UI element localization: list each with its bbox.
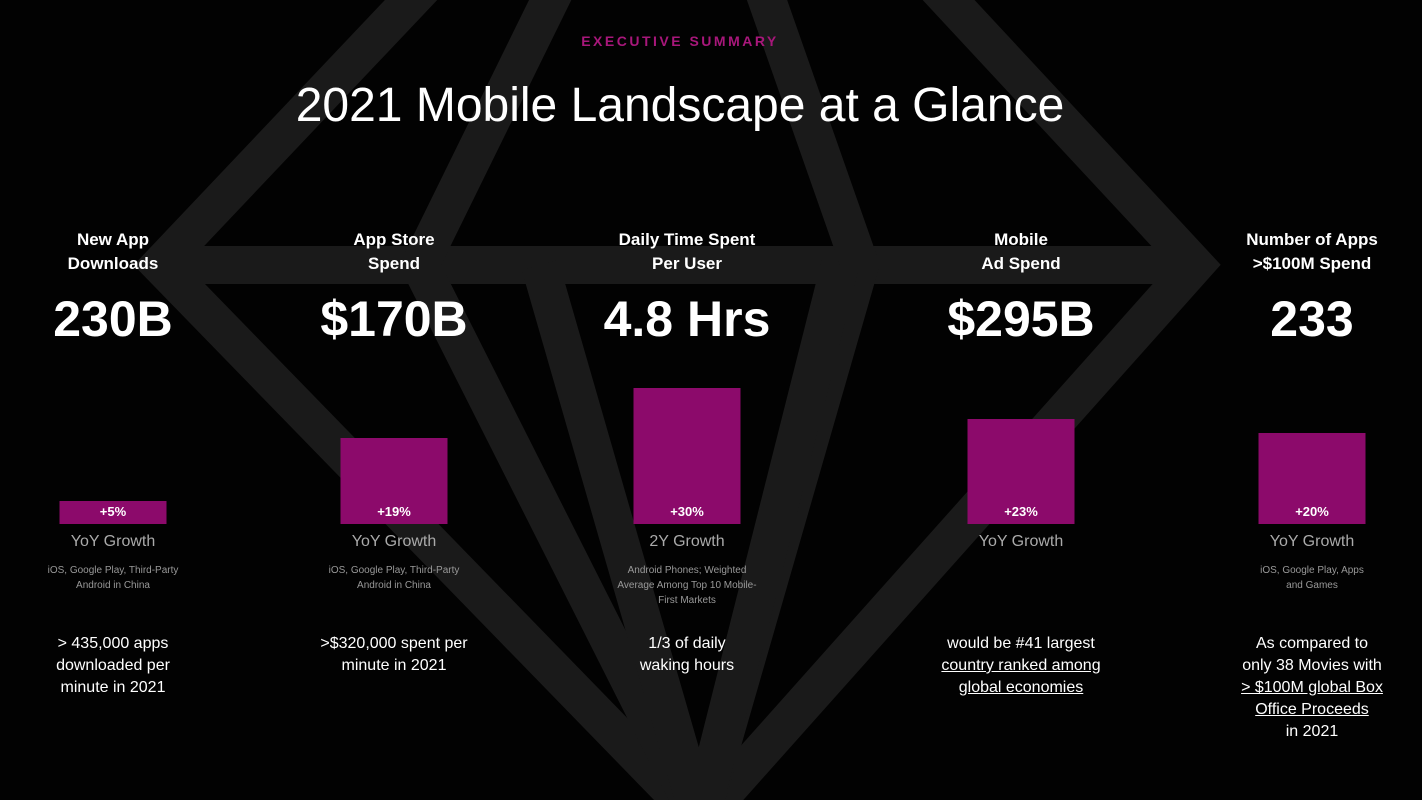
growth-label: 2Y Growth: [649, 533, 725, 550]
metric-heading: App Store Spend: [269, 228, 519, 276]
growth-label: YoY Growth: [351, 533, 437, 550]
source-note: Android in China: [76, 580, 150, 591]
growth-value: +23%: [1004, 504, 1038, 519]
detail-line: minute in 2021: [341, 657, 447, 674]
kicker: EXECUTIVE SUMMARY: [581, 33, 779, 49]
metric-card: New App Downloads 230B +5% YoY Growth iOS…: [0, 228, 238, 699]
heading-line: Ad Spend: [981, 254, 1061, 273]
growth-label: YoY Growth: [70, 533, 156, 550]
growth-bar: +30%: [633, 387, 741, 524]
metric-card: Number of Apps >$100M Spend 233 +20% YoY …: [1187, 228, 1422, 743]
growth-value: +19%: [377, 504, 411, 519]
growth-bar: +19%: [340, 437, 448, 524]
heading-line: App Store: [353, 230, 435, 249]
metric-value: 4.8 Hrs: [603, 291, 771, 347]
detail-line: would be #41 largest: [947, 635, 1095, 652]
detail-line: As compared to: [1255, 635, 1369, 652]
detail-line: Office Proceeds: [1255, 701, 1369, 718]
metric-card: Mobile Ad Spend $295B +23% YoY Growth wou…: [896, 228, 1146, 699]
detail-line: waking hours: [639, 657, 735, 674]
detail-line: > $100M global Box: [1241, 679, 1383, 696]
metric-heading: Mobile Ad Spend: [896, 228, 1146, 276]
detail-line: downloaded per: [56, 657, 170, 674]
heading-line: New App: [76, 230, 150, 249]
source-note: Android Phones; Weighted: [627, 565, 747, 576]
growth-value: +5%: [99, 504, 127, 519]
source-note: iOS, Google Play, Apps: [1260, 565, 1364, 576]
heading-line: Downloads: [67, 254, 159, 273]
detail-line: in 2021: [1285, 723, 1339, 740]
heading-line: >$100M Spend: [1252, 254, 1372, 273]
metric-heading: Daily Time Spent Per User: [562, 228, 812, 276]
metric-card: App Store Spend $170B +19% YoY Growth iOS…: [269, 228, 519, 677]
heading-line: Number of Apps: [1246, 230, 1378, 249]
heading-line: Spend: [368, 254, 420, 273]
metric-value: $170B: [320, 291, 468, 347]
growth-bar: +23%: [967, 419, 1075, 524]
detail-line: >$320,000 spent per: [320, 635, 468, 652]
detail-line: 1/3 of daily: [648, 635, 726, 652]
growth-bar: +5%: [59, 501, 167, 524]
source-note: iOS, Google Play, Third-Party: [328, 565, 460, 576]
metric-card: Daily Time Spent Per User 4.8 Hrs +30% 2Y…: [562, 228, 812, 677]
source-note: and Games: [1286, 580, 1338, 591]
metric-value: 233: [1270, 291, 1354, 347]
heading-line: Mobile: [994, 230, 1048, 249]
growth-label: YoY Growth: [1269, 533, 1355, 550]
detail-line: global economies: [958, 679, 1084, 696]
page-title: 2021 Mobile Landscape at a Glance: [295, 79, 1065, 132]
source-note: Android in China: [357, 580, 431, 591]
source-note: iOS, Google Play, Third-Party: [47, 565, 179, 576]
growth-label: YoY Growth: [978, 533, 1064, 550]
detail-line: country ranked among: [941, 657, 1101, 674]
metric-heading: New App Downloads: [0, 228, 238, 276]
metric-value: $295B: [947, 291, 1095, 347]
growth-value: +20%: [1295, 504, 1329, 519]
growth-value: +30%: [670, 504, 704, 519]
detail-line: only 38 Movies with: [1242, 657, 1382, 674]
detail-line: minute in 2021: [60, 679, 166, 696]
heading-line: Daily Time Spent: [618, 230, 756, 249]
metric-value: 230B: [53, 291, 173, 347]
source-note: Average Among Top 10 Mobile-: [617, 580, 757, 591]
growth-bar: +20%: [1258, 433, 1366, 524]
metric-heading: Number of Apps >$100M Spend: [1187, 228, 1422, 276]
source-note: First Markets: [658, 595, 716, 606]
heading-line: Per User: [652, 254, 722, 273]
detail-line: > 435,000 apps: [57, 635, 169, 652]
